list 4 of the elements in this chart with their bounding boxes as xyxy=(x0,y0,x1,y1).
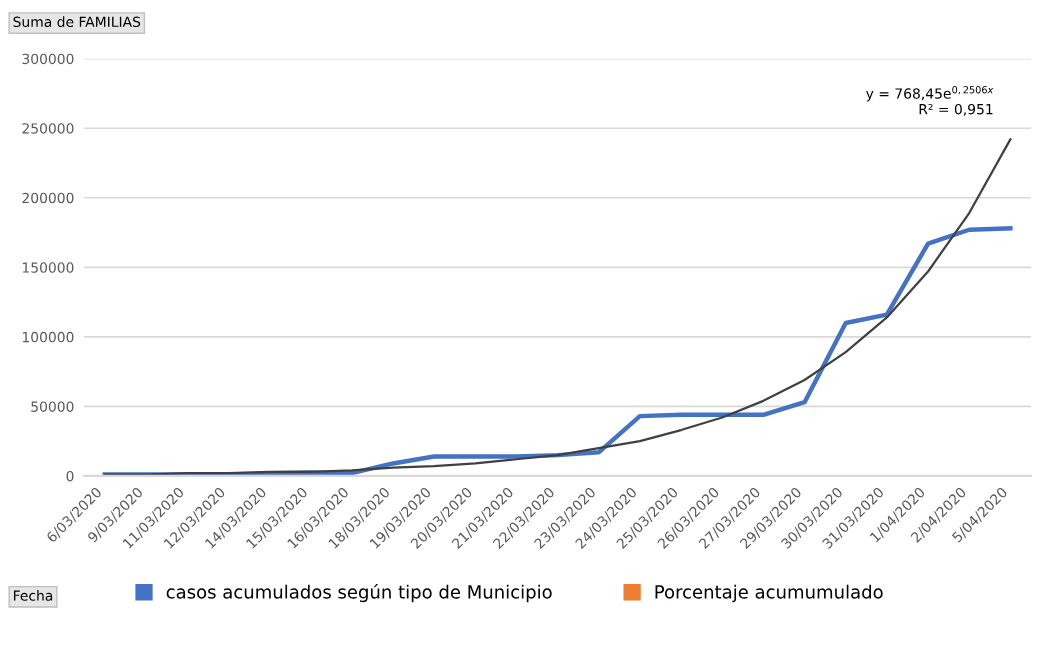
line-series xyxy=(103,138,1012,476)
line-series xyxy=(102,226,1013,476)
legend-label: casos acumulados según tipo de Municipio xyxy=(166,584,552,603)
legend-label: Porcentaje acumumulado xyxy=(655,584,883,603)
